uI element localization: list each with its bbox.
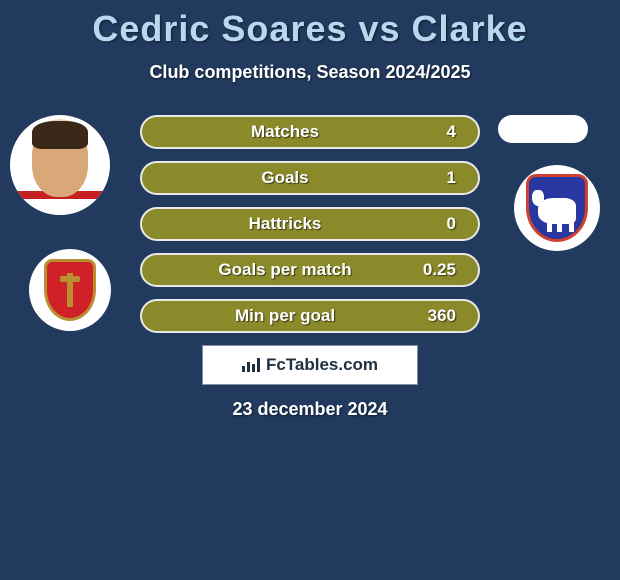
stat-label: Min per goal [164, 306, 406, 326]
stat-label: Matches [164, 122, 406, 142]
stat-value: 4 [406, 122, 456, 142]
date-line: 23 december 2024 [0, 399, 620, 420]
ipswich-crest-icon [526, 174, 588, 242]
stat-pill-mpg: Min per goal 360 [140, 299, 480, 333]
stat-pill-gpm: Goals per match 0.25 [140, 253, 480, 287]
stat-value: 0.25 [406, 260, 456, 280]
main-area: Matches 4 Goals 1 Hattricks 0 Goals per … [0, 115, 620, 333]
stat-label: Goals per match [164, 260, 406, 280]
stat-value: 0 [406, 214, 456, 234]
arsenal-crest-icon [44, 259, 96, 321]
subtitle: Club competitions, Season 2024/2025 [0, 62, 620, 83]
stat-value: 360 [406, 306, 456, 326]
brand-text: FcTables.com [266, 355, 378, 375]
page-title: Cedric Soares vs Clarke [0, 8, 620, 50]
stat-value: 1 [406, 168, 456, 188]
player-hair [32, 121, 88, 149]
club-left-badge [29, 249, 111, 331]
player-right-avatar [498, 115, 588, 143]
stat-rows: Matches 4 Goals 1 Hattricks 0 Goals per … [140, 115, 480, 333]
stat-label: Hattricks [164, 214, 406, 234]
horse-icon [538, 198, 576, 224]
infographic-container: Cedric Soares vs Clarke Club competition… [0, 0, 620, 420]
stat-pill-matches: Matches 4 [140, 115, 480, 149]
brand-box: FcTables.com [202, 345, 418, 385]
player-left-avatar [10, 115, 110, 215]
bar-chart-icon [242, 358, 260, 372]
club-right-badge [514, 165, 600, 251]
stat-label: Goals [164, 168, 406, 188]
stat-pill-hattricks: Hattricks 0 [140, 207, 480, 241]
stat-pill-goals: Goals 1 [140, 161, 480, 195]
